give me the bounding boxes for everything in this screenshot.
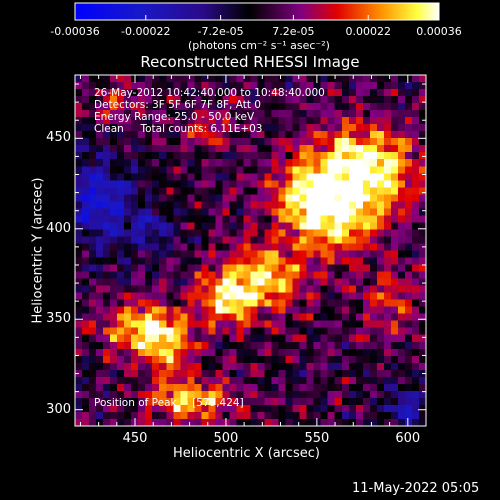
colorbar-tick-label: -0.00022 — [121, 25, 171, 38]
chart-title: Reconstructed RHESSI Image — [140, 53, 360, 71]
colorbar — [74, 2, 440, 21]
y-axis-label: Heliocentric Y (arcsec) — [30, 177, 46, 324]
colorbar-gradient — [74, 2, 440, 21]
colorbar-tick-label: 0.00022 — [345, 25, 391, 38]
annotation-detectors: Detectors: 3F 5F 6F 7F 8F, Att 0 — [94, 99, 261, 111]
y-tick-label: 300 — [46, 401, 71, 417]
y-tick-label: 350 — [46, 311, 71, 327]
annotation-time-range: 26-May-2012 10:42:40.000 to 10:48:40.000 — [94, 87, 325, 99]
x-axis-label: Heliocentric X (arcsec) — [173, 446, 320, 461]
x-tick-label: 600 — [395, 431, 421, 446]
colorbar-ticks — [74, 15, 440, 20]
footer-date: 11-May-2022 05:05 — [352, 481, 480, 496]
colorbar-tick-label: -7.2e-05 — [197, 25, 244, 38]
colorbar-units: (photons cm⁻² s⁻¹ asec⁻²) — [188, 39, 330, 52]
annotation-peak-position: Position of Peak = [579,424] — [94, 397, 244, 409]
annotation-energy-range: Energy Range: 25.0 - 50.0 keV — [94, 111, 255, 123]
annotation-total-counts: Clean Total counts: 6.11E+03 — [94, 123, 263, 135]
colorbar-tick-label: 0.00036 — [416, 25, 462, 38]
colorbar-tick-label: 7.2e-05 — [272, 25, 315, 38]
y-tick-label: 450 — [46, 130, 71, 146]
x-tick-label: 500 — [213, 431, 239, 446]
colorbar-tick-label: -0.00036 — [50, 25, 100, 38]
x-tick-label: 450 — [122, 431, 148, 446]
x-tick-label: 550 — [304, 431, 330, 446]
y-tick-label: 400 — [46, 220, 71, 236]
